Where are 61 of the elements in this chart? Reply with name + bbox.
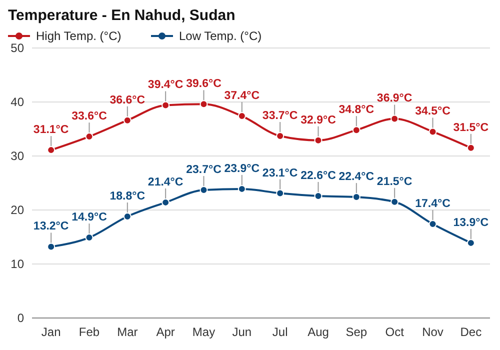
x-tick-label: Jan	[41, 325, 61, 339]
data-label: 31.5°C	[453, 122, 489, 134]
y-tick-label: 0	[17, 311, 24, 325]
chart-title: Temperature - En Nahud, Sudan	[8, 7, 236, 24]
x-tick-label: Feb	[78, 325, 100, 339]
point	[123, 212, 132, 220]
data-label: 33.6°C	[72, 110, 107, 123]
point	[47, 242, 56, 251]
data-label: 23.7°C	[186, 164, 222, 176]
point	[390, 198, 399, 206]
point	[162, 101, 170, 110]
data-label: 21.4°C	[148, 176, 184, 188]
x-tick-label: Jun	[232, 325, 252, 339]
data-label: 36.6°C	[110, 94, 146, 106]
x-tick-label: Sep	[346, 325, 368, 339]
data-label: 39.4°C	[148, 79, 184, 92]
data-label: 37.4°C	[224, 90, 260, 102]
point	[466, 238, 475, 247]
data-label: 21.5°C	[376, 176, 412, 188]
data-label: 33.7°C	[262, 110, 298, 122]
x-tick-label: Nov	[422, 325, 444, 339]
point	[162, 198, 170, 206]
y-tick-label: 30	[10, 149, 24, 163]
x-tick-label: Dec	[460, 325, 482, 339]
point	[123, 116, 132, 124]
data-label: 32.9°C	[300, 114, 336, 126]
point	[428, 128, 437, 136]
point	[200, 100, 208, 108]
x-tick-label: Mar	[117, 325, 138, 339]
x-tick-label: Jul	[272, 325, 288, 339]
y-tick-label: 10	[10, 257, 24, 271]
point	[314, 136, 322, 144]
x-tick-label: Apr	[156, 325, 175, 339]
point	[352, 126, 360, 134]
data-label: 22.6°C	[300, 170, 336, 182]
data-label: 31.1°C	[33, 124, 69, 136]
data-label: 36.9°C	[376, 92, 412, 105]
x-tick-label: Aug	[308, 325, 329, 339]
data-label: 18.8°C	[110, 190, 146, 202]
data-label: 17.4°C	[415, 198, 450, 210]
point	[276, 189, 284, 198]
point	[390, 114, 399, 123]
data-label: 13.9°C	[453, 216, 489, 229]
x-tick-label: Oct	[385, 325, 405, 339]
legend-label: High Temp. (°C)	[36, 29, 122, 43]
point	[314, 192, 322, 200]
data-label: 34.5°C	[415, 106, 450, 118]
data-label: 23.9°C	[224, 162, 260, 175]
x-tick-label: May	[192, 325, 216, 339]
legend-label: Low Temp. (°C)	[179, 29, 262, 43]
data-label: 34.8°C	[338, 104, 374, 116]
point	[466, 144, 475, 152]
y-tick-label: 20	[10, 203, 24, 217]
point	[238, 184, 246, 193]
y-tick-label: 40	[10, 95, 24, 109]
data-label: 39.6°C	[186, 78, 222, 90]
data-label: 22.4°C	[338, 171, 374, 184]
data-label: 13.2°C	[33, 220, 69, 233]
data-label: 14.9°C	[72, 212, 107, 224]
y-tick-label: 50	[10, 41, 24, 55]
data-label: 23.1°C	[262, 167, 298, 180]
